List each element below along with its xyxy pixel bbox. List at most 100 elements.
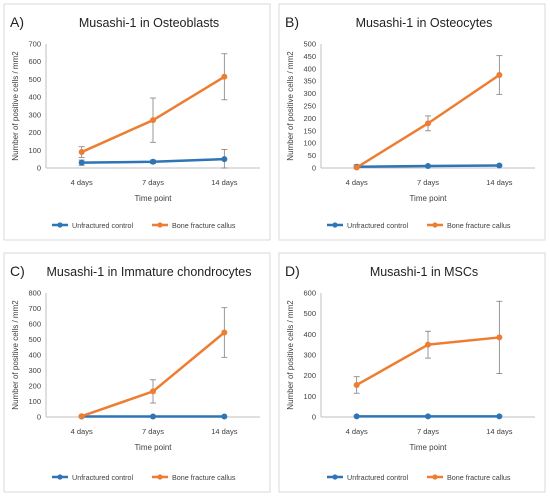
data-point <box>425 341 431 348</box>
panel-frame <box>278 252 546 493</box>
panel-label: D) <box>285 263 300 279</box>
y-tick-label: 500 <box>28 335 41 344</box>
y-tick-label: 200 <box>28 382 41 391</box>
data-point <box>150 388 156 395</box>
legend-label: Bone fracture callus <box>172 473 236 482</box>
y-tick-label: 50 <box>308 151 316 160</box>
series-0 <box>78 148 228 169</box>
legend-label: Bone fracture callus <box>447 473 511 482</box>
series-1 <box>353 55 503 171</box>
y-axis-label: Number of positive cells / mm2 <box>11 51 20 161</box>
x-tick-label: 4 days <box>71 427 93 436</box>
data-point <box>78 159 85 166</box>
y-tick-label: 250 <box>303 102 316 111</box>
legend-label: Unfractured control <box>72 221 134 230</box>
y-tick-label: 500 <box>303 309 316 318</box>
panel-frame <box>3 252 271 493</box>
data-point <box>221 156 228 163</box>
y-tick-label: 500 <box>28 75 41 84</box>
y-tick-label: 100 <box>28 397 41 406</box>
y-tick-label: 0 <box>37 413 41 422</box>
y-tick-label: 700 <box>28 304 41 313</box>
data-point <box>353 381 360 388</box>
legend-label: Bone fracture callus <box>447 221 511 230</box>
legend-marker <box>432 474 438 480</box>
data-point <box>150 413 156 420</box>
series-1 <box>353 300 503 394</box>
y-tick-label: 300 <box>28 110 41 119</box>
y-tick-label: 0 <box>312 413 316 422</box>
legend-marker <box>332 222 338 228</box>
y-tick-label: 300 <box>303 89 316 98</box>
x-axis-label: Time point <box>409 194 447 203</box>
y-tick-label: 100 <box>303 139 316 148</box>
x-tick-label: 7 days <box>417 427 439 436</box>
legend-marker <box>157 222 163 228</box>
series-1 <box>78 53 228 158</box>
y-tick-label: 300 <box>303 351 316 360</box>
x-tick-label: 7 days <box>142 427 164 436</box>
x-tick-label: 4 days <box>346 178 368 187</box>
y-axis-label: Number of positive cells / mm2 <box>286 300 295 410</box>
legend-marker <box>432 222 438 228</box>
y-tick-label: 400 <box>28 93 41 102</box>
chart-panel: C) Musashi-1 in Immature chondrocytes 0 100… <box>3 252 271 493</box>
y-tick-label: 600 <box>303 289 316 298</box>
data-point <box>425 120 431 127</box>
data-point <box>78 413 85 420</box>
x-tick-label: 14 days <box>211 178 238 187</box>
x-tick-label: 14 days <box>211 427 238 436</box>
panel-frame <box>278 3 546 241</box>
y-tick-label: 200 <box>303 114 316 123</box>
data-point <box>78 149 85 156</box>
y-tick-label: 400 <box>303 64 316 73</box>
panel-label: A) <box>10 14 24 30</box>
x-tick-label: 4 days <box>71 178 93 187</box>
data-point <box>425 413 431 420</box>
panel-frame <box>3 3 271 241</box>
chart-title: Musashi-1 in Osteocytes <box>356 16 493 30</box>
legend-marker <box>157 474 163 480</box>
legend-label: Unfractured control <box>347 221 409 230</box>
legend-label: Unfractured control <box>72 473 134 482</box>
y-tick-label: 0 <box>37 164 41 173</box>
y-tick-label: 700 <box>28 40 41 49</box>
y-tick-label: 800 <box>28 289 41 298</box>
x-tick-label: 7 days <box>417 178 439 187</box>
y-axis-label: Number of positive cells / mm2 <box>286 51 295 161</box>
data-point <box>221 73 228 80</box>
x-tick-label: 4 days <box>346 427 368 436</box>
legend-marker <box>332 474 338 480</box>
y-tick-label: 600 <box>28 57 41 66</box>
chart-title: Musashi-1 in Immature chondrocytes <box>47 265 252 279</box>
data-point <box>496 162 503 169</box>
y-tick-label: 300 <box>28 366 41 375</box>
series-1 <box>78 307 228 420</box>
legend-marker <box>57 222 63 228</box>
y-tick-label: 450 <box>303 52 316 61</box>
data-point <box>353 164 360 171</box>
data-point <box>221 329 228 336</box>
x-axis-label: Time point <box>409 443 447 452</box>
y-tick-label: 150 <box>303 126 316 135</box>
chart-title: Musashi-1 in MSCs <box>370 265 478 279</box>
x-tick-label: 14 days <box>486 178 513 187</box>
panel-label: C) <box>10 263 25 279</box>
data-point <box>496 334 503 341</box>
y-tick-label: 100 <box>303 392 316 401</box>
legend-marker <box>57 474 63 480</box>
data-point <box>425 163 431 170</box>
x-tick-label: 7 days <box>142 178 164 187</box>
panel-label: B) <box>285 14 299 30</box>
chart-title: Musashi-1 in Osteoblasts <box>79 16 219 30</box>
chart-panel: A) Musashi-1 in Osteoblasts 0 100 200 300 400 5… <box>3 3 271 241</box>
legend-label: Bone fracture callus <box>172 221 236 230</box>
legend-label: Unfractured control <box>347 473 409 482</box>
y-tick-label: 500 <box>303 40 316 49</box>
chart-panel: B) Musashi-1 in Osteocytes 0 50 100 150 200 250… <box>278 3 546 241</box>
y-tick-label: 0 <box>312 164 316 173</box>
x-axis-label: Time point <box>134 194 172 203</box>
y-tick-label: 200 <box>303 371 316 380</box>
y-tick-label: 100 <box>28 146 41 155</box>
